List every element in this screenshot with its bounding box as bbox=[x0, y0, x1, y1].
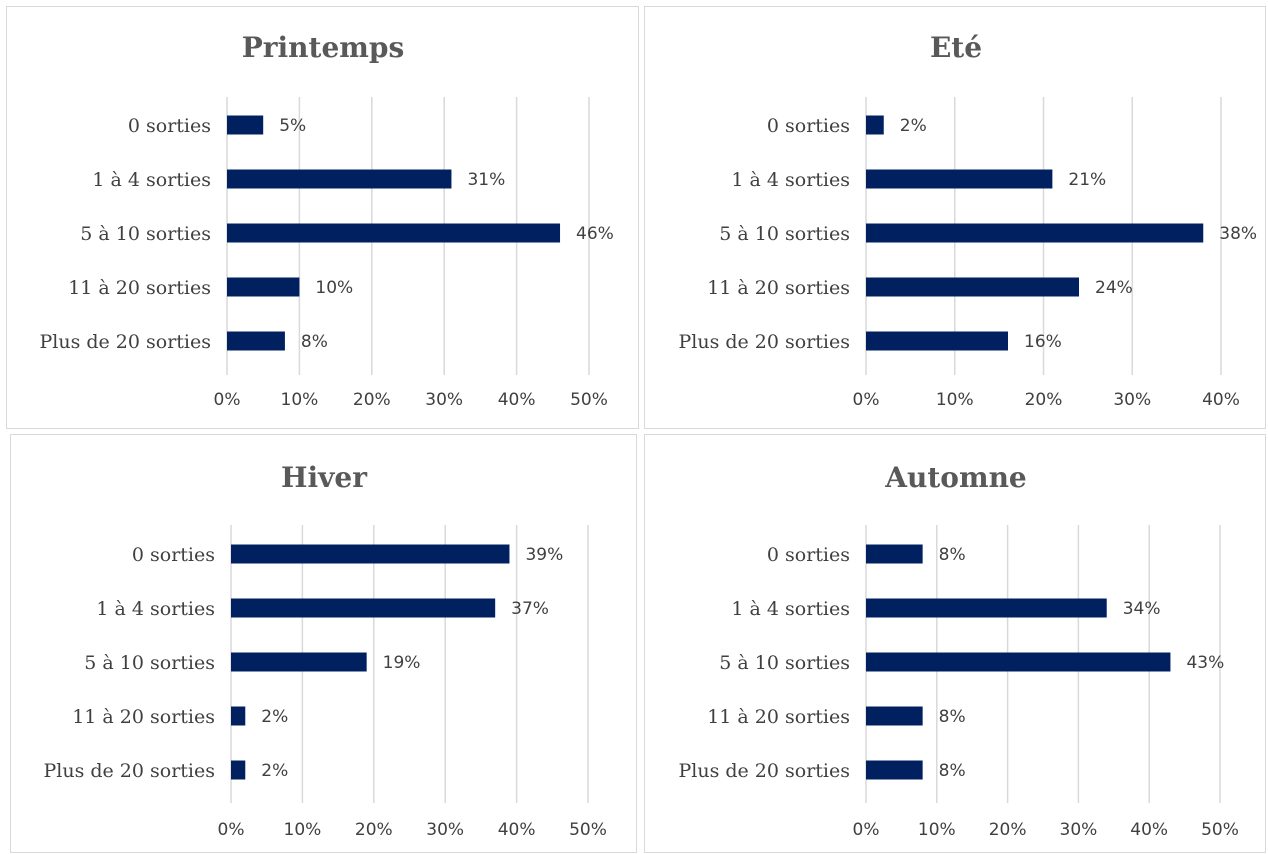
bar-0-sorties bbox=[231, 544, 510, 564]
category-label: 0 sorties bbox=[767, 115, 850, 137]
x-tick-label: 50% bbox=[1201, 820, 1239, 840]
bar-11-a-20-sorties bbox=[231, 706, 246, 726]
x-tick-label: 10% bbox=[284, 820, 322, 840]
bar-1-a-4-sorties bbox=[866, 169, 1053, 189]
x-tick-label: 50% bbox=[570, 390, 608, 410]
x-tick-label: 40% bbox=[1202, 390, 1240, 410]
x-tick-label: 20% bbox=[1025, 390, 1063, 410]
category-label: Plus de 20 sorties bbox=[678, 760, 850, 782]
x-tick-label: 0% bbox=[214, 390, 241, 410]
category-label: 0 sorties bbox=[767, 544, 850, 566]
bar-5-a-10-sorties bbox=[231, 652, 367, 672]
x-tick-label: 40% bbox=[498, 820, 536, 840]
category-label: 1 à 4 sorties bbox=[96, 598, 215, 620]
bar-0-sorties bbox=[866, 544, 923, 564]
category-label: 5 à 10 sorties bbox=[80, 223, 211, 245]
data-label: 37% bbox=[511, 599, 549, 619]
data-label: 46% bbox=[576, 224, 614, 244]
chart-title: Printemps bbox=[242, 31, 405, 64]
bar-chart-hiver: Hiver 0% 10% 20% 30% 40% 50% 0 sorties 39% 1 à 4 … bbox=[43, 461, 607, 840]
data-label: 34% bbox=[1123, 599, 1161, 619]
category-label: 0 sorties bbox=[132, 544, 215, 566]
x-tick-label: 20% bbox=[989, 820, 1027, 840]
bar-plus-de-20-sorties bbox=[227, 331, 285, 351]
data-label: 2% bbox=[900, 116, 927, 136]
data-label: 16% bbox=[1024, 332, 1062, 352]
data-label: 21% bbox=[1068, 170, 1106, 190]
category-label: 1 à 4 sorties bbox=[731, 169, 850, 191]
category-label: Plus de 20 sorties bbox=[678, 331, 850, 353]
category-label: 0 sorties bbox=[128, 115, 211, 137]
bar-chart-automne: Automne 0% 10% 20% 30% 40% 50% 0 sorties 8% 1 à 4… bbox=[678, 461, 1239, 840]
data-label: 10% bbox=[315, 278, 353, 298]
bar-0-sorties bbox=[866, 115, 884, 135]
data-label: 43% bbox=[1186, 653, 1224, 673]
bar-1-a-4-sorties bbox=[231, 598, 496, 618]
data-label: 5% bbox=[279, 116, 306, 136]
bar-1-a-4-sorties bbox=[227, 169, 452, 189]
category-label: 5 à 10 sorties bbox=[719, 652, 850, 674]
x-tick-label: 20% bbox=[355, 820, 393, 840]
category-label: 11 à 20 sorties bbox=[707, 706, 850, 728]
bar-0-sorties bbox=[227, 115, 264, 135]
category-label: 5 à 10 sorties bbox=[719, 223, 850, 245]
x-tick-label: 0% bbox=[218, 820, 245, 840]
bar-11-a-20-sorties bbox=[866, 277, 1079, 297]
data-label: 8% bbox=[939, 761, 966, 781]
x-tick-label: 30% bbox=[426, 820, 464, 840]
bar-5-a-10-sorties bbox=[227, 223, 561, 243]
bar-1-a-4-sorties bbox=[866, 598, 1107, 618]
x-tick-label: 0% bbox=[853, 820, 880, 840]
chart-title: Hiver bbox=[281, 461, 368, 494]
bar-5-a-10-sorties bbox=[866, 223, 1204, 243]
bar-5-a-10-sorties bbox=[866, 652, 1171, 672]
x-tick-label: 10% bbox=[918, 820, 956, 840]
x-tick-label: 30% bbox=[1113, 390, 1151, 410]
category-label: 11 à 20 sorties bbox=[707, 277, 850, 299]
chart-panel-printemps: Printemps 0% 10% 20% 30% 40% 50% 0 sorties 5% 1 à… bbox=[6, 6, 639, 429]
category-label: 5 à 10 sorties bbox=[84, 652, 215, 674]
x-tick-label: 0% bbox=[853, 390, 880, 410]
bar-plus-de-20-sorties bbox=[231, 760, 246, 780]
data-label: 38% bbox=[1219, 224, 1257, 244]
chart-panel-hiver: Hiver 0% 10% 20% 30% 40% 50% 0 sorties 39% 1 à 4 … bbox=[10, 434, 637, 853]
bar-chart-printemps: Printemps 0% 10% 20% 30% 40% 50% 0 sorties 5% 1 à… bbox=[39, 31, 614, 410]
category-label: Plus de 20 sorties bbox=[39, 331, 211, 353]
category-label: 1 à 4 sorties bbox=[92, 169, 211, 191]
data-label: 8% bbox=[301, 332, 328, 352]
chart-panel-automne: Automne 0% 10% 20% 30% 40% 50% 0 sorties 8% 1 à 4… bbox=[644, 434, 1266, 853]
data-label: 8% bbox=[939, 707, 966, 727]
bar-11-a-20-sorties bbox=[866, 706, 923, 726]
x-tick-label: 20% bbox=[353, 390, 391, 410]
data-label: 24% bbox=[1095, 278, 1133, 298]
category-label: Plus de 20 sorties bbox=[43, 760, 215, 782]
data-label: 2% bbox=[261, 707, 288, 727]
bar-plus-de-20-sorties bbox=[866, 331, 1008, 351]
chart-title: Eté bbox=[930, 31, 982, 64]
chart-panel-ete: Eté 0% 10% 20% 30% 40% 0 sorties 2% 1 à 4 sortie… bbox=[644, 6, 1266, 429]
data-label: 2% bbox=[261, 761, 288, 781]
x-tick-label: 40% bbox=[1130, 820, 1168, 840]
category-label: 11 à 20 sorties bbox=[72, 706, 215, 728]
data-label: 31% bbox=[467, 170, 505, 190]
chart-title: Automne bbox=[884, 461, 1027, 494]
data-label: 19% bbox=[383, 653, 421, 673]
x-tick-label: 10% bbox=[281, 390, 319, 410]
bar-chart-ete: Eté 0% 10% 20% 30% 40% 0 sorties 2% 1 à 4 sortie… bbox=[678, 31, 1257, 410]
bar-11-a-20-sorties bbox=[227, 277, 300, 297]
x-tick-label: 50% bbox=[569, 820, 607, 840]
data-label: 8% bbox=[939, 545, 966, 565]
bar-plus-de-20-sorties bbox=[866, 760, 923, 780]
data-label: 39% bbox=[525, 545, 563, 565]
x-tick-label: 30% bbox=[425, 390, 463, 410]
x-tick-label: 40% bbox=[498, 390, 536, 410]
category-label: 11 à 20 sorties bbox=[68, 277, 211, 299]
x-tick-label: 30% bbox=[1060, 820, 1098, 840]
category-label: 1 à 4 sorties bbox=[731, 598, 850, 620]
x-tick-label: 10% bbox=[936, 390, 974, 410]
